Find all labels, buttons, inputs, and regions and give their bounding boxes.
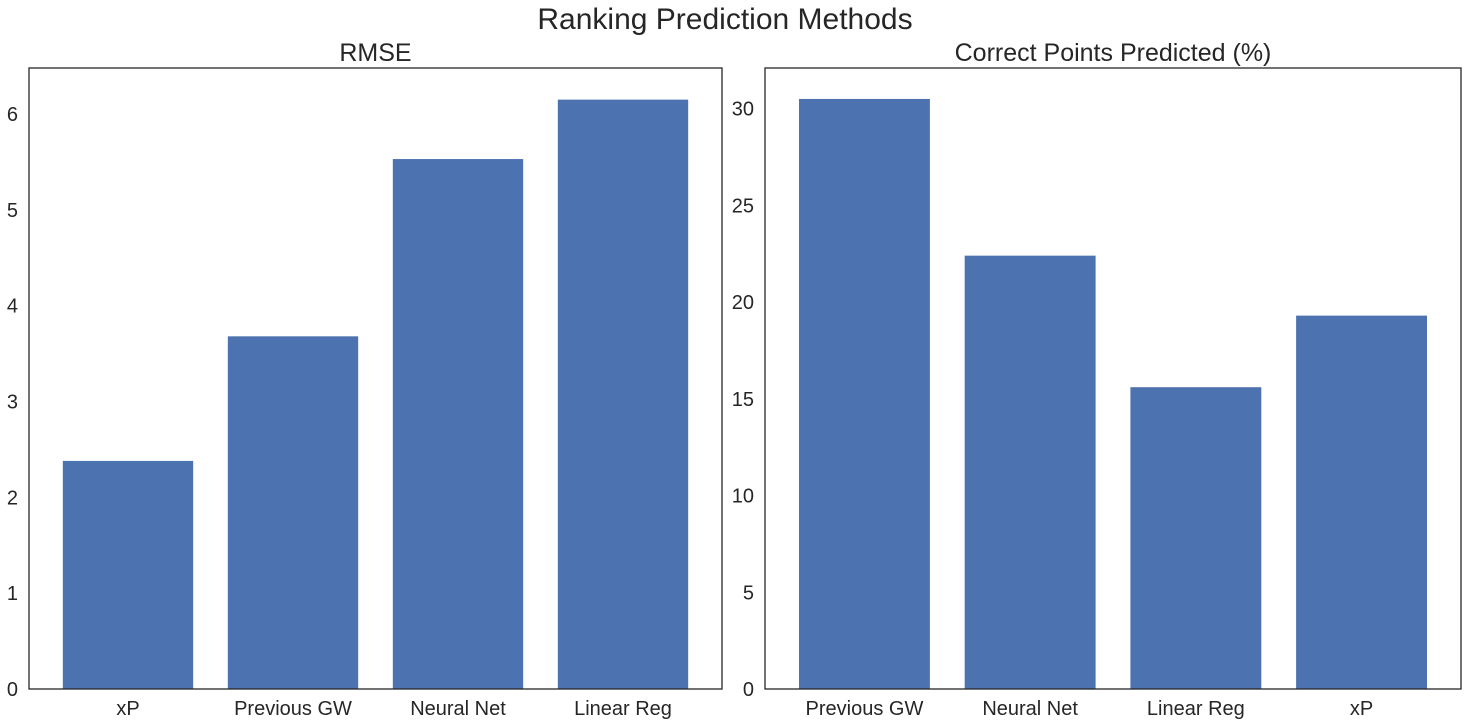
y-tick-label: 1 <box>7 583 18 605</box>
x-tick-label-previous-gw: Previous GW <box>806 698 924 720</box>
bar-linear-reg <box>1130 387 1262 689</box>
y-tick-label: 6 <box>7 104 18 126</box>
y-tick-label: 0 <box>743 679 754 701</box>
y-tick-label: 20 <box>732 292 754 314</box>
y-tick-label: 4 <box>7 296 18 318</box>
bar-previous-gw <box>227 336 359 689</box>
y-tick-label: 30 <box>732 99 754 121</box>
bar-neural-net <box>392 159 524 689</box>
bar-linear-reg <box>557 99 689 689</box>
bar-xp <box>62 460 194 689</box>
correct-points-title: Correct Points Predicted (%) <box>955 39 1272 67</box>
y-tick-label: 25 <box>732 195 754 217</box>
y-tick-label: 15 <box>732 389 754 411</box>
y-tick-label: 3 <box>7 392 18 414</box>
y-tick-label: 5 <box>743 582 754 604</box>
x-tick-label-previous-gw: Previous GW <box>234 698 352 720</box>
y-tick-label: 10 <box>732 486 754 508</box>
rmse-title: RMSE <box>339 39 411 67</box>
correct-points-axes-frame <box>764 67 1462 690</box>
y-tick-label: 0 <box>7 679 18 701</box>
correct-points-panel: Correct Points Predicted (%) Previous GW N… <box>732 39 1462 720</box>
x-tick-label-xp: xP <box>1350 698 1373 720</box>
y-tick-label: 2 <box>7 487 18 509</box>
bar-neural-net <box>964 255 1096 689</box>
x-tick-label-linear-reg: Linear Reg <box>1147 698 1245 720</box>
bar-xp <box>1296 315 1428 689</box>
rmse-panel: RMSE xP Previous GW Neural Net Linear Reg 0 1 2… <box>7 39 723 720</box>
y-tick-label: 5 <box>7 200 18 222</box>
x-tick-label-neural-net: Neural Net <box>410 698 506 720</box>
x-tick-label-linear-reg: Linear Reg <box>574 698 672 720</box>
rmse-axes-frame <box>28 67 723 690</box>
bar-previous-gw <box>798 98 930 690</box>
figure-title: Ranking Prediction Methods <box>537 3 912 36</box>
x-tick-label-neural-net: Neural Net <box>982 698 1078 720</box>
x-tick-label-xp: xP <box>116 698 139 720</box>
